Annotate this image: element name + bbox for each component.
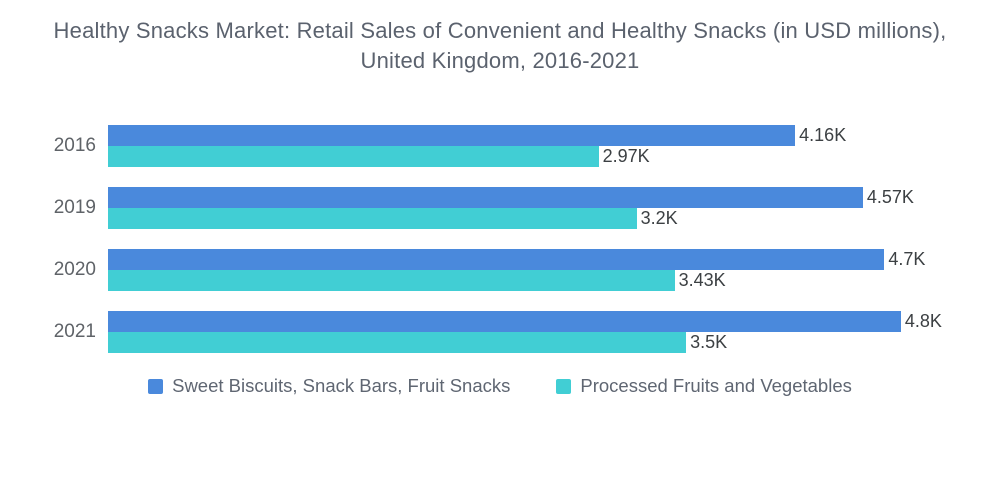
value-label-series2-2020: 3.43K — [678, 270, 726, 291]
legend: Sweet Biscuits, Snack Bars, Fruit Snacks… — [0, 375, 1000, 397]
value-label-series2-2019: 3.2K — [640, 208, 678, 229]
bar-line: 4.7K — [108, 249, 1000, 271]
chart-title: Healthy Snacks Market: Retail Sales of C… — [0, 16, 1000, 75]
bar-group-2020: 4.7K 3.43K — [108, 249, 1000, 292]
bar-line: 3.2K — [108, 208, 1000, 230]
chart-title-line1: Healthy Snacks Market: Retail Sales of C… — [53, 18, 947, 43]
bar-series2-2021 — [108, 332, 687, 354]
legend-item-sweet-biscuits: Sweet Biscuits, Snack Bars, Fruit Snacks — [148, 375, 510, 397]
bar-group-2019: 4.57K 3.2K — [108, 187, 1000, 230]
legend-swatch-blue-icon — [148, 378, 164, 394]
value-label-series1-2020: 4.7K — [888, 249, 926, 270]
bar-line: 4.8K — [108, 311, 1000, 333]
bar-line: 3.5K — [108, 332, 1000, 354]
chart-row-2019: 2019 4.57K 3.2K — [0, 187, 1000, 230]
category-label-2020: 2020 — [53, 259, 96, 281]
value-label-series2-2021: 3.5K — [690, 332, 728, 353]
chart-row-2016: 2016 4.16K 2.97K — [0, 125, 1000, 168]
legend-label: Processed Fruits and Vegetables — [580, 375, 852, 397]
bar-group-2016: 4.16K 2.97K — [108, 125, 1000, 168]
value-label-series1-2016: 4.16K — [799, 125, 847, 146]
value-label-series2-2016: 2.97K — [602, 146, 650, 167]
legend-swatch-teal-icon — [556, 378, 572, 394]
bar-series1-2020 — [108, 249, 885, 271]
category-label-2021: 2021 — [53, 321, 96, 343]
bar-line: 4.57K — [108, 187, 1000, 209]
category-label-2019: 2019 — [53, 197, 96, 219]
bar-series1-2016 — [108, 125, 796, 147]
bar-line: 4.16K — [108, 125, 1000, 147]
chart-row-2020: 2020 4.7K 3.43K — [0, 249, 1000, 292]
bar-series2-2020 — [108, 270, 675, 292]
bar-series2-2019 — [108, 208, 637, 230]
chart-row-2021: 2021 4.8K 3.5K — [0, 311, 1000, 354]
category-label-2016: 2016 — [53, 135, 96, 157]
bar-group-2021: 4.8K 3.5K — [108, 311, 1000, 354]
bar-series2-2016 — [108, 146, 599, 168]
legend-label: Sweet Biscuits, Snack Bars, Fruit Snacks — [172, 375, 511, 397]
value-label-series1-2021: 4.8K — [904, 311, 942, 332]
legend-item-processed-fruits: Processed Fruits and Vegetables — [556, 375, 852, 397]
bar-line: 2.97K — [108, 146, 1000, 168]
plot-area: 2016 4.16K 2.97K 2019 4.57K 3.2K 2020 4.7K 3.43K… — [0, 125, 1000, 354]
bar-series1-2021 — [108, 311, 901, 333]
bar-line: 3.43K — [108, 270, 1000, 292]
chart-title-line2: United Kingdom, 2016-2021 — [360, 47, 640, 73]
bar-series1-2019 — [108, 187, 863, 209]
value-label-series1-2019: 4.57K — [866, 187, 914, 208]
